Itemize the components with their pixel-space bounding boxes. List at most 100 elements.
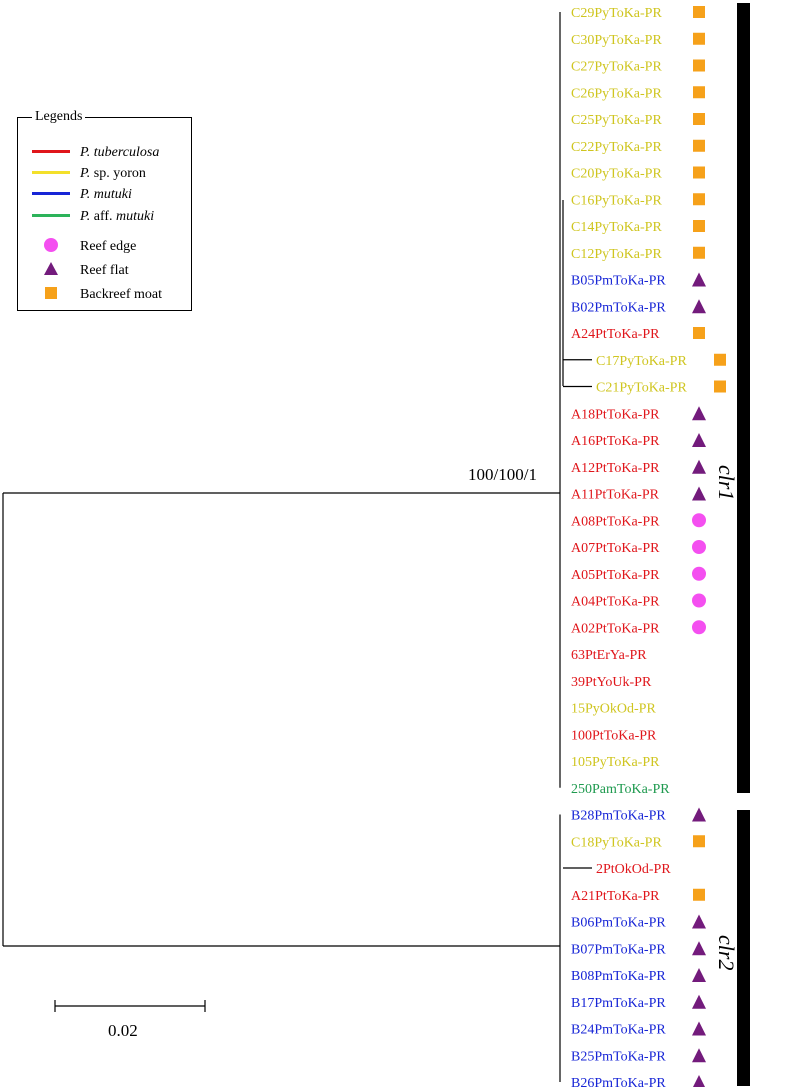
leaf-label: B25PmToKa-PR [571, 1049, 666, 1064]
backreef-moat-marker [693, 59, 705, 72]
node-support-value: 100/100/1 [468, 465, 537, 484]
leaf-label: A05PtToKa-PR [571, 568, 660, 583]
leaf-label: C30PyToKa-PR [571, 33, 662, 48]
backreef-moat-marker [693, 6, 705, 18]
clade-label-clr1: clr1 [714, 465, 739, 501]
backreef-moat-marker [693, 246, 705, 259]
reef-flat-marker [692, 433, 706, 447]
reef-edge-marker [692, 513, 706, 528]
leaf-label: A24PtToKa-PR [571, 327, 660, 342]
legend-genus: P. [80, 209, 91, 224]
leaf-label: B05PmToKa-PR [571, 274, 666, 289]
legend-item-sp-yoron: P. sp. yoron [32, 164, 192, 184]
square-icon [45, 287, 57, 299]
legend-box [17, 117, 192, 311]
backreef-moat-marker [693, 220, 705, 232]
backreef-moat-marker [693, 888, 705, 901]
leaf-label: A07PtToKa-PR [571, 541, 660, 556]
reef-flat-marker [692, 941, 706, 956]
leaf-label: C16PyToKa-PR [571, 193, 662, 208]
reef-flat-marker [692, 1021, 706, 1036]
legend-label: Backreef moat [80, 287, 163, 302]
leaf-label: 63PtErYa-PR [571, 648, 647, 663]
reef-edge-marker [692, 620, 706, 635]
reef-flat-marker [692, 914, 706, 929]
backreef-moat-marker [693, 193, 705, 206]
leaf-label: C22PyToKa-PR [571, 140, 662, 155]
legend-genus: P. [80, 145, 91, 160]
clade-label-clr2: clr2 [714, 935, 739, 971]
legend-epithet: tuberculosa [93, 145, 160, 160]
leaf-label: 2PtOkOd-PR [596, 862, 671, 877]
leaf-label: A11PtToKa-PR [571, 488, 660, 503]
leaf-label: A04PtToKa-PR [571, 595, 660, 610]
clade-bar-clr1 [737, 3, 750, 793]
reef-flat-marker [692, 459, 706, 474]
reef-flat-marker [692, 968, 706, 982]
triangle-icon [44, 262, 58, 275]
backreef-moat-marker [714, 380, 726, 393]
leaf-label: A18PtToKa-PR [571, 407, 660, 422]
reef-flat-marker [693, 1075, 705, 1087]
leaf-label: C18PyToKa-PR [571, 835, 662, 850]
legend-item-aff-mutuki: P. aff. mutuki [32, 207, 192, 227]
reef-flat-marker [692, 1048, 706, 1063]
leaf-label: C12PyToKa-PR [571, 247, 662, 262]
leaf-label: C29PyToKa-PR [571, 6, 662, 21]
leaf-label: A21PtToKa-PR [571, 889, 660, 904]
leaf-label: A12PtToKa-PR [571, 461, 660, 476]
leaf-label: B06PmToKa-PR [571, 916, 666, 931]
backreef-moat-marker [693, 166, 705, 179]
backreef-moat-marker [693, 32, 705, 45]
leaf-label: C17PyToKa-PR [596, 354, 687, 369]
reef-flat-marker [692, 299, 706, 314]
legend-item-mutuki: P. mutuki [32, 185, 192, 205]
legend-item-tuberculosa: P. tuberculosa [32, 143, 192, 163]
scale-bar-label: 0.02 [108, 1021, 138, 1040]
leaf-label: B08PmToKa-PR [571, 969, 666, 984]
legend-item-backreef-moat: Backreef moat [32, 285, 192, 305]
reef-flat-marker [692, 406, 706, 421]
backreef-moat-marker [714, 353, 726, 366]
legend-label: Reef flat [80, 263, 129, 278]
legend-item-reef-edge: Reef edge [32, 237, 192, 257]
leaf-label: C21PyToKa-PR [596, 381, 687, 396]
reef-flat-marker [692, 272, 706, 287]
legend-genus: P. [80, 166, 91, 181]
leaf-label: B28PmToKa-PR [571, 809, 666, 824]
reef-flat-marker [692, 994, 706, 1009]
yellow-line-icon [32, 171, 70, 174]
leaf-label: B24PmToKa-PR [571, 1023, 666, 1038]
clade-bar-clr2 [737, 810, 750, 1086]
reef-edge-marker [692, 566, 706, 581]
legend-title: Legends [32, 109, 86, 125]
backreef-moat-marker [693, 327, 705, 339]
circle-icon [44, 238, 58, 252]
leaf-label: A08PtToKa-PR [571, 514, 660, 529]
legend-epithet: mutuki [93, 187, 132, 202]
backreef-moat-marker [693, 86, 705, 99]
leaf-label: C20PyToKa-PR [571, 167, 662, 182]
leaf-label: C26PyToKa-PR [571, 86, 662, 101]
leaf-label: B02PmToKa-PR [571, 300, 666, 315]
leaf-label: B26PmToKa-PR [571, 1076, 666, 1087]
leaf-label: 39PtYoUk-PR [571, 675, 652, 690]
reef-edge-marker [692, 593, 706, 608]
leaf-label: B07PmToKa-PR [571, 942, 666, 957]
legend-epithet: sp. yoron [93, 166, 146, 181]
legend-item-reef-flat: Reef flat [32, 261, 192, 281]
backreef-moat-marker [693, 113, 705, 125]
backreef-moat-marker [693, 835, 705, 848]
leaf-label: 105PyToKa-PR [571, 755, 660, 770]
leaf-label: C14PyToKa-PR [571, 220, 662, 235]
reef-flat-marker [692, 486, 706, 501]
leaf-label: 250PamToKa-PR [571, 782, 670, 797]
leaf-label: A02PtToKa-PR [571, 621, 660, 636]
blue-line-icon [32, 192, 70, 195]
leaf-label: C25PyToKa-PR [571, 113, 662, 128]
leaf-label: A16PtToKa-PR [571, 434, 660, 449]
red-line-icon [32, 150, 70, 153]
reef-flat-marker [692, 807, 706, 822]
backreef-moat-marker [693, 139, 705, 152]
